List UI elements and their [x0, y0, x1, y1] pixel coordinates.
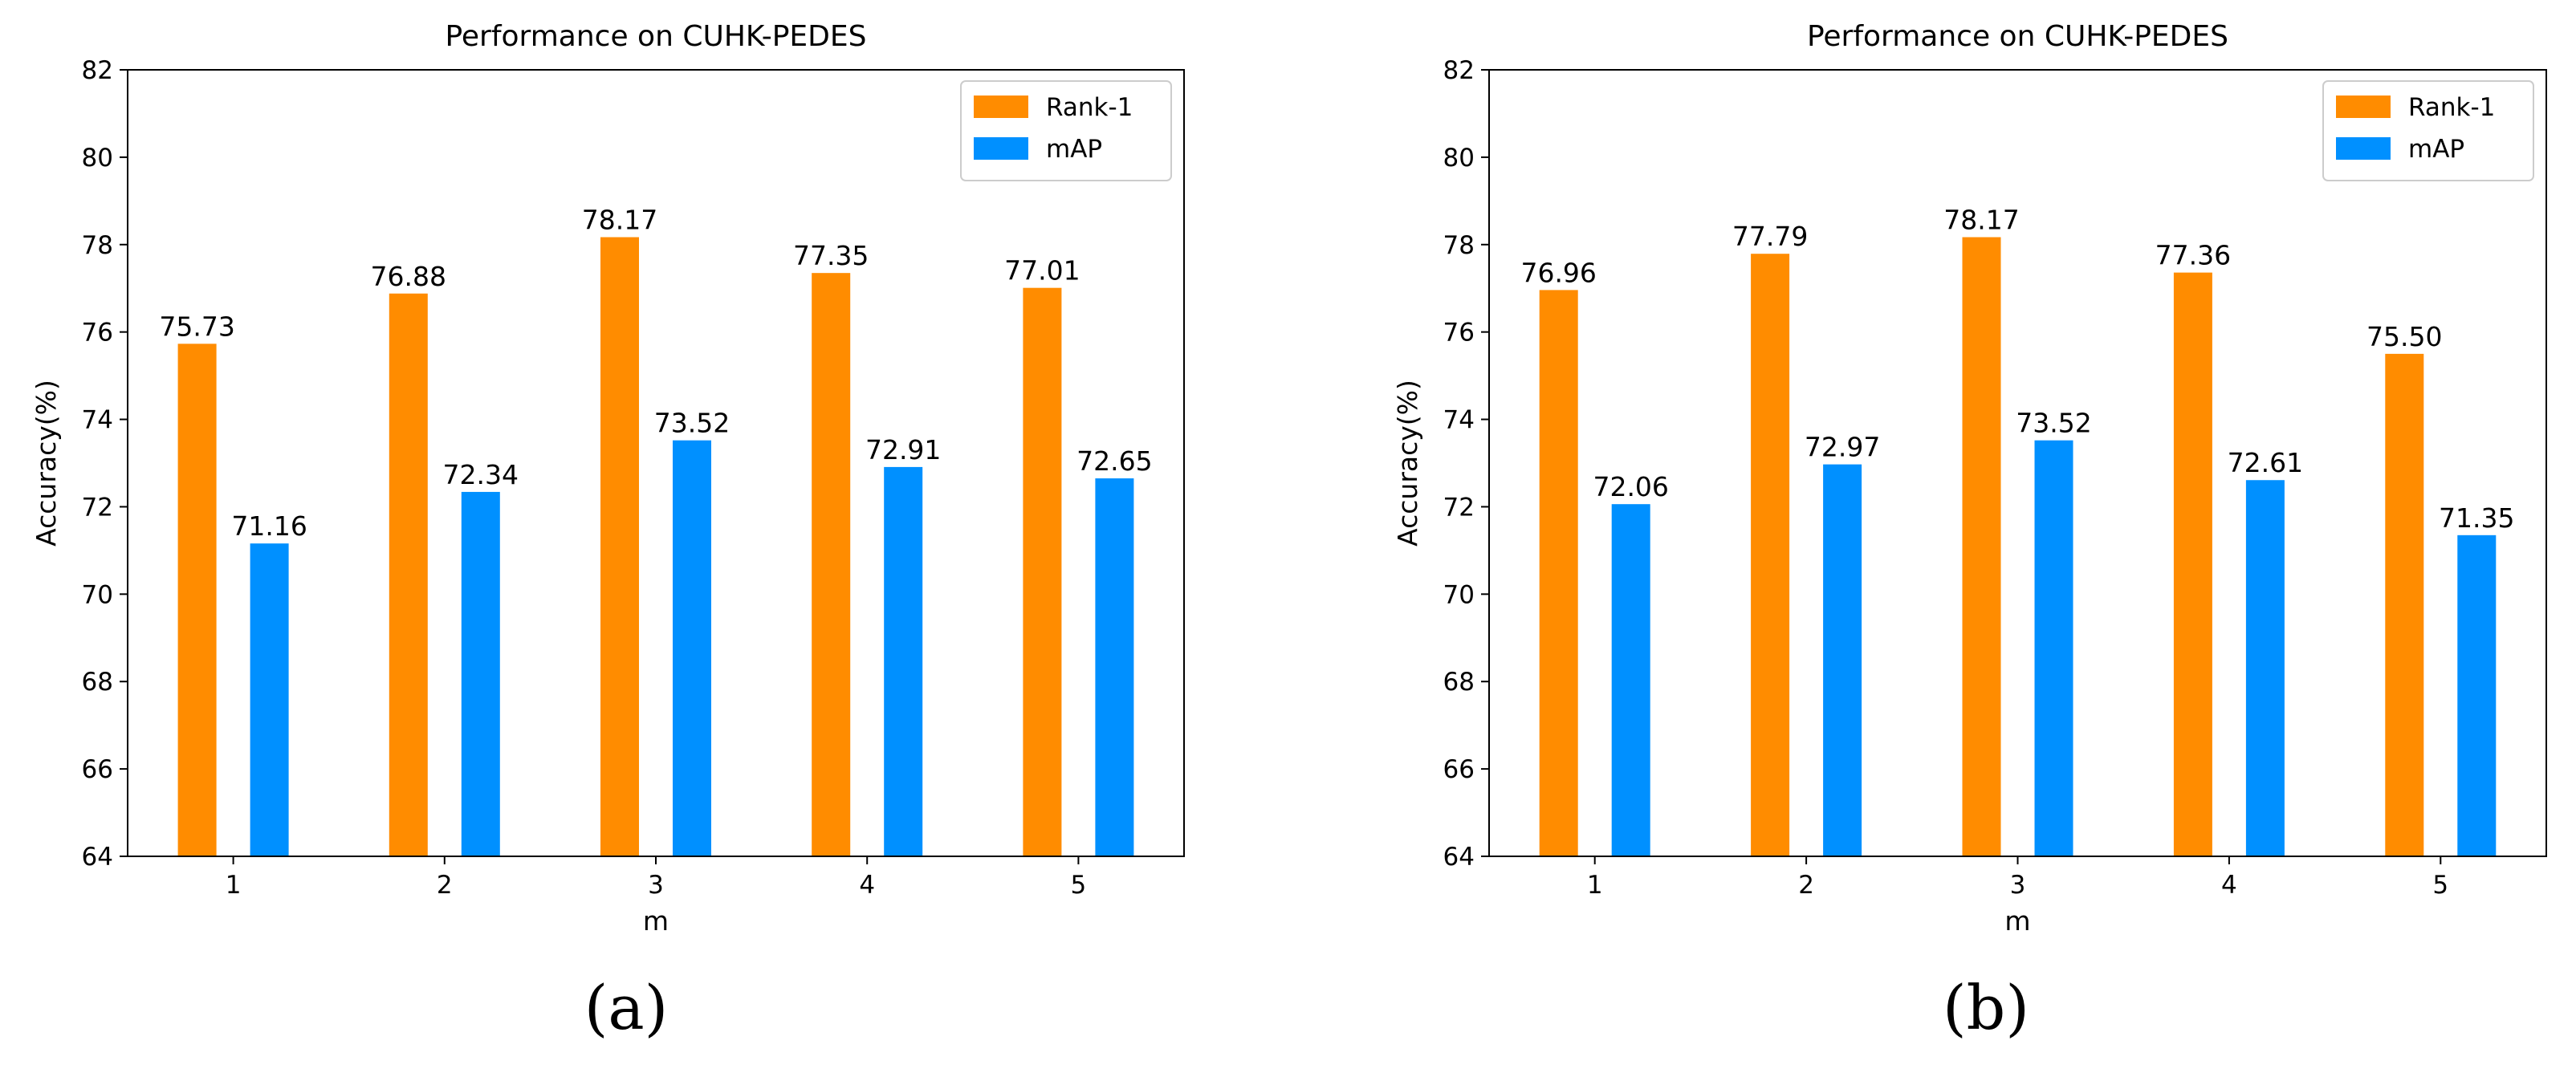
y-tick-label-70: 70: [82, 580, 113, 609]
data-label-rank-1-2: 76.88: [371, 261, 446, 292]
legend-swatch-map: [974, 137, 1028, 160]
y-tick-label-82: 82: [82, 56, 113, 85]
x-tick-label-1: 1: [1587, 871, 1603, 900]
data-label-rank-1-5: 75.50: [2366, 321, 2442, 352]
legend-label-map: mAP: [1046, 135, 1102, 164]
bar-rank-1-2: [1751, 254, 1790, 856]
x-tick-label-3: 3: [648, 871, 664, 900]
bar-rank-1-2: [389, 293, 428, 856]
x-tick-label-5: 5: [1071, 871, 1087, 900]
y-tick-label-74: 74: [1443, 406, 1475, 435]
legend: Rank-1 mAP: [960, 80, 1172, 181]
data-label-rank-1-3: 78.17: [582, 205, 657, 236]
bar-map-4: [2245, 480, 2285, 856]
data-label-rank-1-3: 78.17: [1943, 205, 2019, 236]
panel-caption: (a): [584, 972, 669, 1043]
bar-rank-1-4: [812, 273, 851, 857]
data-label-map-3: 73.52: [2016, 408, 2091, 439]
legend: Rank-1 mAP: [2322, 80, 2534, 181]
bar-map-2: [1823, 464, 1862, 856]
y-tick-label-74: 74: [82, 406, 113, 435]
bar-rank-1-3: [1962, 237, 2001, 856]
y-axis-label: Accuracy(%): [1392, 380, 1423, 547]
x-tick-label-3: 3: [2010, 871, 2026, 900]
bar-rank-1-4: [2173, 272, 2212, 857]
y-tick-label-64: 64: [1443, 843, 1475, 872]
bar-rank-1-3: [600, 237, 639, 856]
y-tick-label-72: 72: [82, 493, 113, 522]
y-axis-label: Accuracy(%): [31, 380, 62, 547]
y-tick-label-64: 64: [82, 843, 113, 872]
data-label-map-4: 72.61: [2228, 447, 2303, 478]
chart-panel-2: 76.96 72.06 1 77.79 72.97 2 78.17 73.52 3 77.36 72…: [1392, 20, 2547, 1043]
legend-label-rank-1: Rank-1: [1046, 93, 1133, 122]
bar-map-1: [1611, 504, 1650, 856]
data-label-map-2: 72.97: [1805, 432, 1880, 463]
x-tick-label-4: 4: [2221, 871, 2237, 900]
x-axis-label: m: [2004, 905, 2030, 937]
bar-map-2: [461, 491, 500, 856]
x-tick-label-2: 2: [1798, 871, 1814, 900]
data-label-map-4: 72.91: [865, 434, 941, 465]
y-tick-label-76: 76: [82, 319, 113, 348]
axes-frame: [127, 69, 1185, 857]
data-label-map-1: 72.06: [1593, 471, 1668, 502]
panel-caption: (b): [1943, 972, 2029, 1043]
bar-rank-1-5: [2385, 353, 2424, 856]
y-tick-label-82: 82: [1443, 56, 1475, 85]
chart-panel-1: 75.73 71.16 1 76.88 72.34 2 78.17 73.52 3 77.35 72…: [31, 20, 1185, 1043]
chart-title: Performance on CUHK-PEDES: [1807, 20, 2228, 53]
legend-swatch-map: [2336, 137, 2391, 160]
y-tick-label-72: 72: [1443, 493, 1475, 522]
bar-rank-1-5: [1023, 287, 1062, 857]
y-tick-label-78: 78: [82, 231, 113, 260]
y-tick-label-68: 68: [82, 668, 113, 697]
bar-map-5: [2457, 534, 2497, 856]
data-label-rank-1-4: 77.36: [2155, 240, 2231, 271]
data-label-rank-1-4: 77.35: [793, 240, 869, 271]
bar-map-4: [884, 466, 923, 856]
x-tick-label-1: 1: [226, 871, 242, 900]
axes-frame: [1488, 69, 2547, 857]
data-label-rank-1-2: 77.79: [1732, 221, 1808, 252]
bar-map-1: [250, 543, 289, 856]
data-label-map-5: 72.65: [1076, 445, 1152, 477]
y-tick-label-80: 80: [1443, 144, 1475, 173]
data-label-rank-1-1: 75.73: [159, 311, 234, 342]
bar-map-5: [1095, 478, 1134, 856]
legend-label-rank-1: Rank-1: [2408, 93, 2495, 122]
data-label-map-3: 73.52: [654, 408, 730, 439]
data-label-rank-1-5: 77.01: [1004, 255, 1080, 287]
legend-label-map: mAP: [2408, 135, 2464, 164]
x-axis-label: m: [643, 905, 669, 937]
data-label-map-5: 71.35: [2439, 502, 2514, 534]
y-tick-label-70: 70: [1443, 580, 1475, 609]
x-tick-label-5: 5: [2432, 871, 2448, 900]
chart-title: Performance on CUHK-PEDES: [445, 20, 866, 53]
bar-rank-1-1: [1539, 290, 1578, 856]
y-tick-label-76: 76: [1443, 319, 1475, 348]
y-tick-label-66: 66: [1443, 755, 1475, 784]
y-tick-label-68: 68: [1443, 668, 1475, 697]
legend-swatch-rank-1: [974, 96, 1028, 118]
bar-rank-1-1: [177, 343, 217, 856]
bar-map-3: [2034, 440, 2073, 856]
bar-map-3: [673, 440, 711, 856]
data-label-map-2: 72.34: [443, 459, 519, 490]
legend-swatch-rank-1: [2336, 96, 2391, 118]
x-tick-label-4: 4: [859, 871, 875, 900]
x-tick-label-2: 2: [437, 871, 453, 900]
y-tick-label-66: 66: [82, 755, 113, 784]
data-label-rank-1-1: 76.96: [1520, 257, 1596, 288]
y-tick-label-78: 78: [1443, 231, 1475, 260]
y-tick-label-80: 80: [82, 144, 113, 173]
data-label-map-1: 71.16: [231, 510, 307, 542]
